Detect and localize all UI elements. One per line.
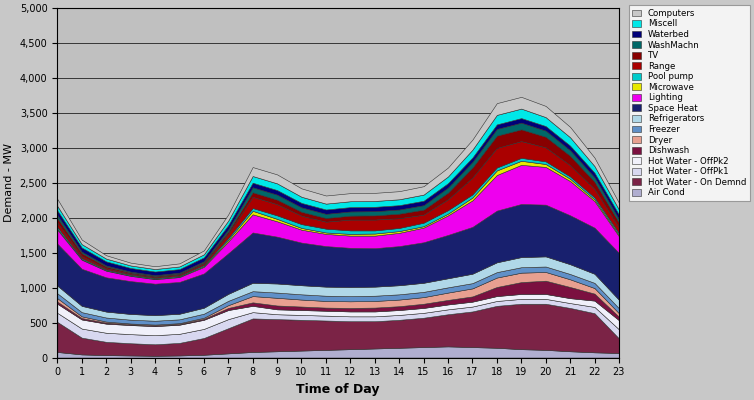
Legend: Computers, Miscell, Waterbed, WashMachn, TV, Range, Pool pump, Microwave, Lighti: Computers, Miscell, Waterbed, WashMachn,… bbox=[629, 6, 749, 201]
Y-axis label: Demand - MW: Demand - MW bbox=[5, 143, 14, 222]
X-axis label: Time of Day: Time of Day bbox=[296, 383, 380, 396]
